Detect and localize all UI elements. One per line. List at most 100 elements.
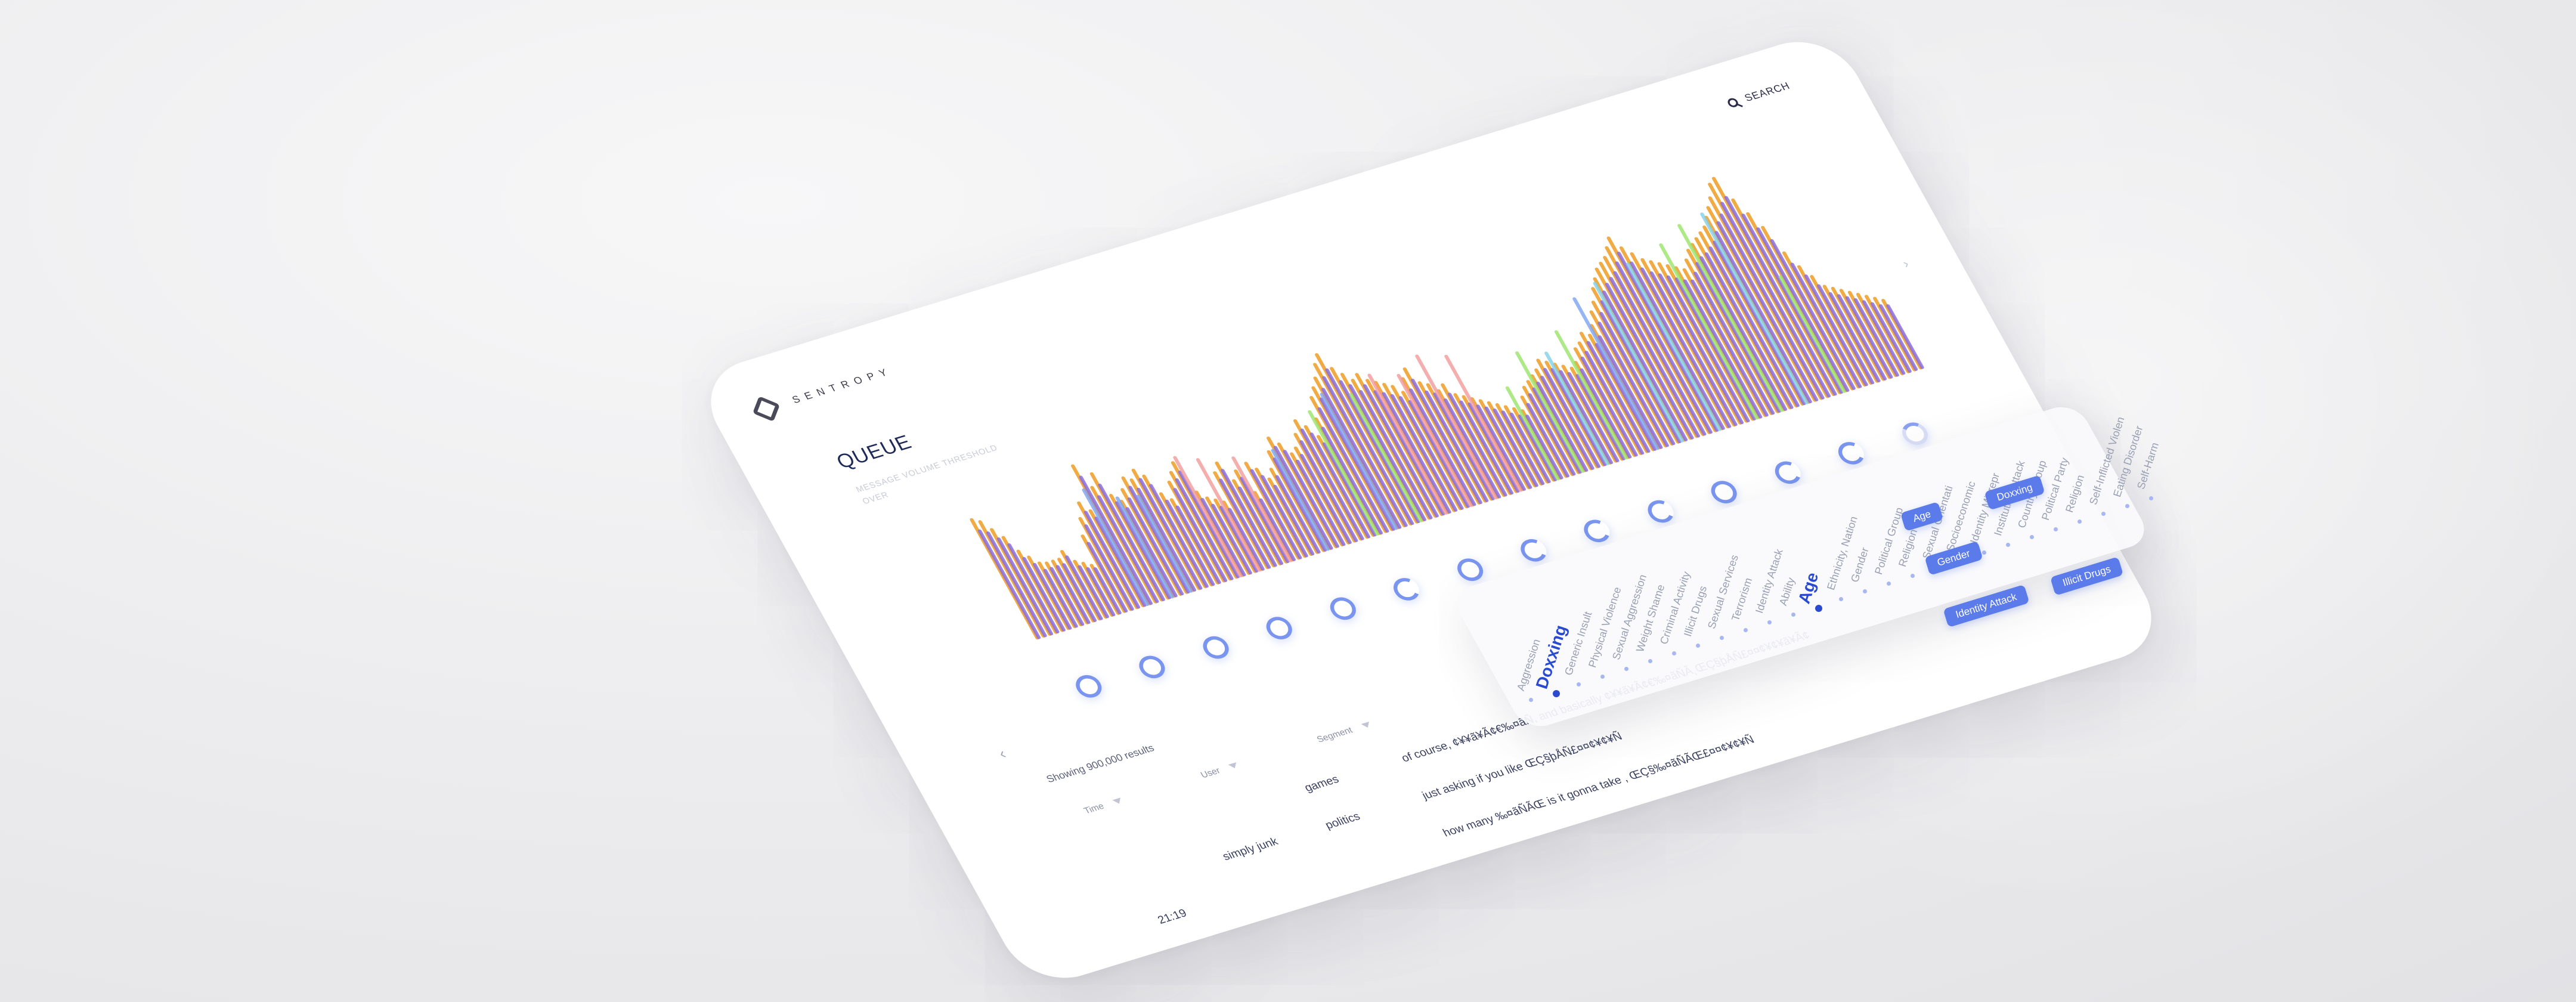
bar-secondary[interactable] [1527,393,1576,476]
category-label[interactable]: Religion [1896,527,1920,568]
bar-secondary[interactable] [1272,484,1315,556]
bar-secondary[interactable] [1148,484,1209,589]
bar-secondary[interactable] [1094,516,1147,607]
bar-secondary[interactable] [1550,367,1608,466]
bar-secondary[interactable] [1127,497,1185,596]
bar-secondary[interactable] [1674,277,1757,420]
bar-accent[interactable] [1658,243,1759,420]
category-label[interactable]: Terrorism [1729,576,1755,623]
bar-secondary[interactable] [1658,273,1745,425]
bar-secondary[interactable] [1649,271,1738,426]
selected-filter-pill[interactable]: Identity Attack [1943,584,2030,628]
bar-secondary[interactable] [1227,508,1265,571]
bar-secondary[interactable] [1363,384,1439,518]
bar-secondary[interactable] [1828,292,1881,383]
table-row[interactable]: 21:19 how many ‰¤ãÑÃŒ is it gonna take ,… [1156,734,1757,953]
bar-secondary[interactable] [1299,453,1352,545]
bar-secondary[interactable] [1295,459,1346,546]
category-dot[interactable] [1815,605,1822,612]
bar-secondary[interactable] [1175,478,1234,580]
bar-secondary[interactable] [1210,503,1253,575]
bar-secondary[interactable] [1704,252,1794,409]
bar-secondary[interactable] [1878,304,1919,371]
bar-secondary[interactable] [1853,298,1900,377]
bar-secondary[interactable] [1097,483,1166,601]
category-dot[interactable] [1624,667,1628,671]
bar-secondary[interactable] [1049,567,1085,626]
bar-accent[interactable] [1444,354,1523,492]
bar-secondary[interactable] [1138,478,1203,590]
bar-secondary[interactable] [1136,487,1197,592]
bar-secondary[interactable] [1408,388,1477,506]
chevron-left-icon[interactable]: ‹ [995,744,1010,762]
category-label[interactable]: Age [1794,570,1822,606]
bar-secondary[interactable] [1475,404,1527,491]
bar-accent[interactable] [1544,351,1610,466]
bar-secondary[interactable] [1712,240,1806,406]
bar-secondary[interactable] [1032,562,1073,630]
bar-accent[interactable] [1081,488,1150,606]
bar-secondary[interactable] [1605,282,1695,440]
bar-secondary[interactable] [1540,375,1595,470]
search-button[interactable]: SEARCH [1726,80,1792,109]
category-ring-icon[interactable] [1262,614,1297,642]
bar-secondary[interactable] [1114,501,1172,600]
bar-secondary[interactable] [1309,432,1371,539]
bar-secondary[interactable] [1586,341,1651,453]
filter-icon[interactable] [1112,797,1123,805]
selected-filter-pill[interactable]: Illicit Drugs [2049,556,2124,596]
category-dot[interactable] [2125,504,2129,508]
category-dot[interactable] [2101,512,2106,516]
bar-accent[interactable] [1572,297,1659,450]
category-dot[interactable] [1577,682,1581,686]
category-dot[interactable] [2030,535,2034,539]
bar-accent[interactable] [1136,494,1194,593]
bar-secondary[interactable] [1683,279,1763,419]
bar-secondary[interactable] [1612,271,1707,436]
bar-secondary[interactable] [1220,468,1278,567]
bar-secondary[interactable] [1274,475,1321,554]
bar-accent[interactable] [1307,410,1380,536]
bar-secondary[interactable] [1175,505,1221,584]
bar-secondary[interactable] [1666,275,1751,423]
bar-secondary[interactable] [1219,505,1259,573]
bar-secondary[interactable] [1007,543,1060,634]
bar-secondary[interactable] [1237,486,1284,565]
category-ring-icon[interactable] [1326,594,1361,623]
bar-accent[interactable] [1348,392,1423,522]
bar-secondary[interactable] [1525,414,1564,480]
bar-secondary[interactable] [1531,387,1583,474]
category-label[interactable]: Ability [1777,576,1797,607]
bar-secondary[interactable] [977,529,1042,639]
category-dot[interactable] [1600,675,1605,679]
bar-secondary[interactable] [986,531,1048,638]
bar-secondary[interactable] [1870,302,1912,373]
bar-secondary[interactable] [1407,400,1470,508]
bar-secondary[interactable] [1816,284,1875,385]
bar-secondary[interactable] [1258,498,1296,562]
bar-accent[interactable] [1319,392,1398,530]
category-dot[interactable] [2054,527,2058,531]
table-row[interactable]: games of course, ¢¥¥ã¥Ã¢€‰¤ãÑ, and basic… [1114,629,1812,879]
bar-secondary[interactable] [1493,408,1539,487]
bar-secondary[interactable] [1218,478,1271,570]
bar-secondary[interactable] [1324,368,1414,525]
category-dot[interactable] [2149,496,2153,500]
bar-accent[interactable] [1515,351,1585,473]
category-dot[interactable] [1767,620,1772,624]
bar-secondary[interactable] [1845,296,1894,379]
bar-secondary[interactable] [1064,555,1104,620]
category-dot[interactable] [1982,551,1986,555]
bar-secondary[interactable] [1061,562,1097,622]
bar-accent[interactable] [1172,456,1243,578]
category-dot[interactable] [1887,582,1891,586]
bar-secondary[interactable] [1172,487,1228,582]
bar-secondary[interactable] [1608,277,1701,438]
bar-secondary[interactable] [1125,507,1178,598]
bar-secondary[interactable] [1260,475,1309,558]
bar-secondary[interactable] [1055,565,1091,624]
filter-icon[interactable] [1361,722,1371,729]
bar-secondary[interactable] [1699,256,1788,412]
bar-secondary[interactable] [1602,290,1689,441]
category-dot[interactable] [1911,574,1915,578]
